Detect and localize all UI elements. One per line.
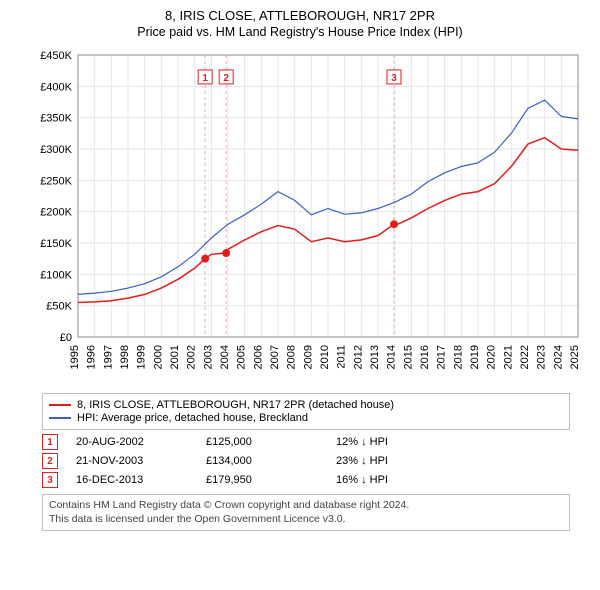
chart-container: 8, IRIS CLOSE, ATTLEBOROUGH, NR17 2PR Pr…	[0, 0, 600, 590]
transaction-price: £179,950	[206, 474, 336, 486]
svg-text:1999: 1999	[136, 345, 148, 369]
footer-line: Contains HM Land Registry data © Crown c…	[49, 499, 563, 513]
legend-label: 8, IRIS CLOSE, ATTLEBOROUGH, NR17 2PR (d…	[77, 399, 394, 411]
svg-text:2018: 2018	[452, 345, 464, 369]
svg-text:£100K: £100K	[40, 269, 72, 281]
svg-text:2025: 2025	[569, 345, 581, 369]
svg-text:£250K: £250K	[40, 175, 72, 187]
svg-text:1998: 1998	[119, 345, 131, 369]
legend-swatch	[49, 404, 71, 406]
svg-text:2010: 2010	[319, 345, 331, 369]
svg-text:£450K: £450K	[40, 50, 72, 62]
transaction-pct: 23% ↓ HPI	[336, 455, 388, 467]
svg-text:2017: 2017	[436, 345, 448, 369]
svg-text:2004: 2004	[219, 345, 231, 369]
svg-text:2020: 2020	[486, 345, 498, 369]
svg-text:2016: 2016	[419, 345, 431, 369]
chart-svg: £0 £50K £100K £150K £200K £250K £300K £350K £400…	[30, 47, 590, 387]
svg-text:1: 1	[202, 73, 208, 84]
svg-text:2011: 2011	[336, 345, 348, 369]
svg-text:2005: 2005	[236, 345, 248, 369]
legend-item: 8, IRIS CLOSE, ATTLEBOROUGH, NR17 2PR (d…	[49, 399, 563, 411]
legend-box: 8, IRIS CLOSE, ATTLEBOROUGH, NR17 2PR (d…	[42, 393, 570, 430]
transaction-row: 1 20-AUG-2002 £125,000 12% ↓ HPI	[42, 434, 570, 450]
transaction-row: 2 21-NOV-2003 £134,000 23% ↓ HPI	[42, 453, 570, 469]
svg-text:2012: 2012	[352, 345, 364, 369]
svg-text:2024: 2024	[552, 345, 564, 369]
title-address: 8, IRIS CLOSE, ATTLEBOROUGH, NR17 2PR	[10, 8, 590, 23]
footer-line: This data is licensed under the Open Gov…	[49, 513, 563, 527]
svg-text:2002: 2002	[186, 345, 198, 369]
chart-plot: £0 £50K £100K £150K £200K £250K £300K £350K £400…	[30, 47, 590, 387]
svg-text:2006: 2006	[252, 345, 264, 369]
svg-text:2022: 2022	[519, 345, 531, 369]
svg-text:£0: £0	[60, 332, 72, 344]
transaction-date: 21-NOV-2003	[76, 455, 206, 467]
svg-text:1996: 1996	[86, 345, 98, 369]
transaction-date: 16-DEC-2013	[76, 474, 206, 486]
transaction-marker-box: 1	[42, 434, 58, 450]
transaction-row: 3 16-DEC-2013 £179,950 16% ↓ HPI	[42, 472, 570, 488]
transaction-date: 20-AUG-2002	[76, 436, 206, 448]
svg-text:3: 3	[391, 73, 397, 84]
svg-text:£50K: £50K	[46, 301, 72, 313]
title-subtitle: Price paid vs. HM Land Registry's House …	[10, 25, 590, 39]
transaction-price: £134,000	[206, 455, 336, 467]
transaction-marker-box: 2	[42, 453, 58, 469]
legend-item: HPI: Average price, detached house, Brec…	[49, 412, 563, 424]
legend-swatch	[49, 417, 71, 419]
title-area: 8, IRIS CLOSE, ATTLEBOROUGH, NR17 2PR Pr…	[0, 0, 600, 41]
svg-text:2014: 2014	[386, 345, 398, 369]
svg-text:2001: 2001	[169, 345, 181, 369]
transaction-pct: 16% ↓ HPI	[336, 474, 388, 486]
transaction-marker-box: 3	[42, 472, 58, 488]
transactions-block: 1 20-AUG-2002 £125,000 12% ↓ HPI 2 21-NO…	[42, 434, 570, 488]
svg-text:2015: 2015	[402, 345, 414, 369]
svg-text:2009: 2009	[302, 345, 314, 369]
svg-text:£150K: £150K	[40, 238, 72, 250]
svg-text:1995: 1995	[69, 345, 81, 369]
svg-text:2: 2	[223, 73, 229, 84]
svg-text:£350K: £350K	[40, 113, 72, 125]
svg-text:£300K: £300K	[40, 144, 72, 156]
svg-text:2007: 2007	[269, 345, 281, 369]
footer-box: Contains HM Land Registry data © Crown c…	[42, 494, 570, 531]
transaction-price: £125,000	[206, 436, 336, 448]
svg-text:2000: 2000	[152, 345, 164, 369]
svg-text:2003: 2003	[202, 345, 214, 369]
svg-text:£400K: £400K	[40, 81, 72, 93]
svg-text:2019: 2019	[469, 345, 481, 369]
transaction-pct: 12% ↓ HPI	[336, 436, 388, 448]
svg-text:2021: 2021	[502, 345, 514, 369]
svg-text:£200K: £200K	[40, 207, 72, 219]
legend-label: HPI: Average price, detached house, Brec…	[77, 412, 308, 424]
svg-text:2013: 2013	[369, 345, 381, 369]
svg-text:2008: 2008	[286, 345, 298, 369]
svg-text:2023: 2023	[536, 345, 548, 369]
svg-text:1997: 1997	[102, 345, 114, 369]
